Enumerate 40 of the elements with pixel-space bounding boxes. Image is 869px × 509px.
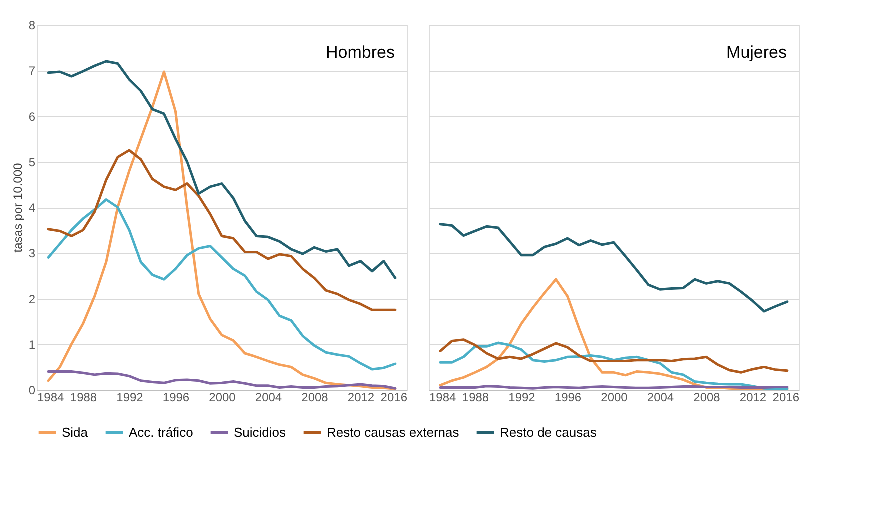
x-tick-label: 1992 [116, 390, 144, 404]
y-tick-label: 2 [28, 292, 36, 306]
x-tick-label: 2004 [647, 390, 674, 404]
x-tick-label: 1992 [508, 390, 536, 404]
x-tick-label: 2016 [772, 390, 800, 404]
line-series [47, 198, 397, 371]
y-tick-label: 5 [28, 155, 36, 170]
x-tick-label: 1996 [162, 390, 190, 404]
legend-label: Suicidios [234, 424, 287, 440]
y-tick-label: 8 [28, 18, 36, 32]
y-tick-label: 7 [28, 64, 36, 78]
y-tick-label: 0 [28, 384, 36, 398]
legend-label: Acc. tráfico [129, 424, 194, 440]
y-tick-label: 1 [28, 338, 36, 352]
y-axis-title: tasas por 10.000 [10, 162, 25, 253]
x-tick-label: 2016 [380, 390, 408, 404]
x-tick-label: 2012 [348, 390, 375, 404]
x-tick-label: 2008 [694, 390, 721, 404]
y-tick-label: 6 [28, 110, 36, 124]
x-tick-label: 2012 [740, 390, 767, 404]
text: Mujeres [726, 43, 787, 62]
legend-label: Resto causas externas [327, 424, 460, 440]
x-tick-label: 2000 [209, 390, 236, 404]
line-series [47, 370, 397, 390]
line-series [47, 149, 397, 312]
text: Hombres [326, 43, 395, 62]
y-tick-label: 3 [28, 246, 36, 261]
x-tick-label: 2008 [302, 390, 329, 404]
x-tick-label: 2004 [255, 390, 282, 404]
x-tick-label: 2000 [601, 390, 628, 404]
legend-label: Sida [62, 424, 89, 440]
y-tick-label: 4 [28, 201, 36, 215]
x-tick-label: 1996 [554, 390, 582, 404]
x-tick-label: 1988 [462, 390, 490, 404]
line-series [47, 70, 397, 390]
x-tick-label: 1984 [38, 390, 65, 404]
legend-label: Resto de causas [500, 424, 598, 440]
x-tick-label: 1988 [70, 390, 98, 404]
line-series [47, 60, 397, 280]
x-tick-label: 1984 [430, 390, 457, 404]
